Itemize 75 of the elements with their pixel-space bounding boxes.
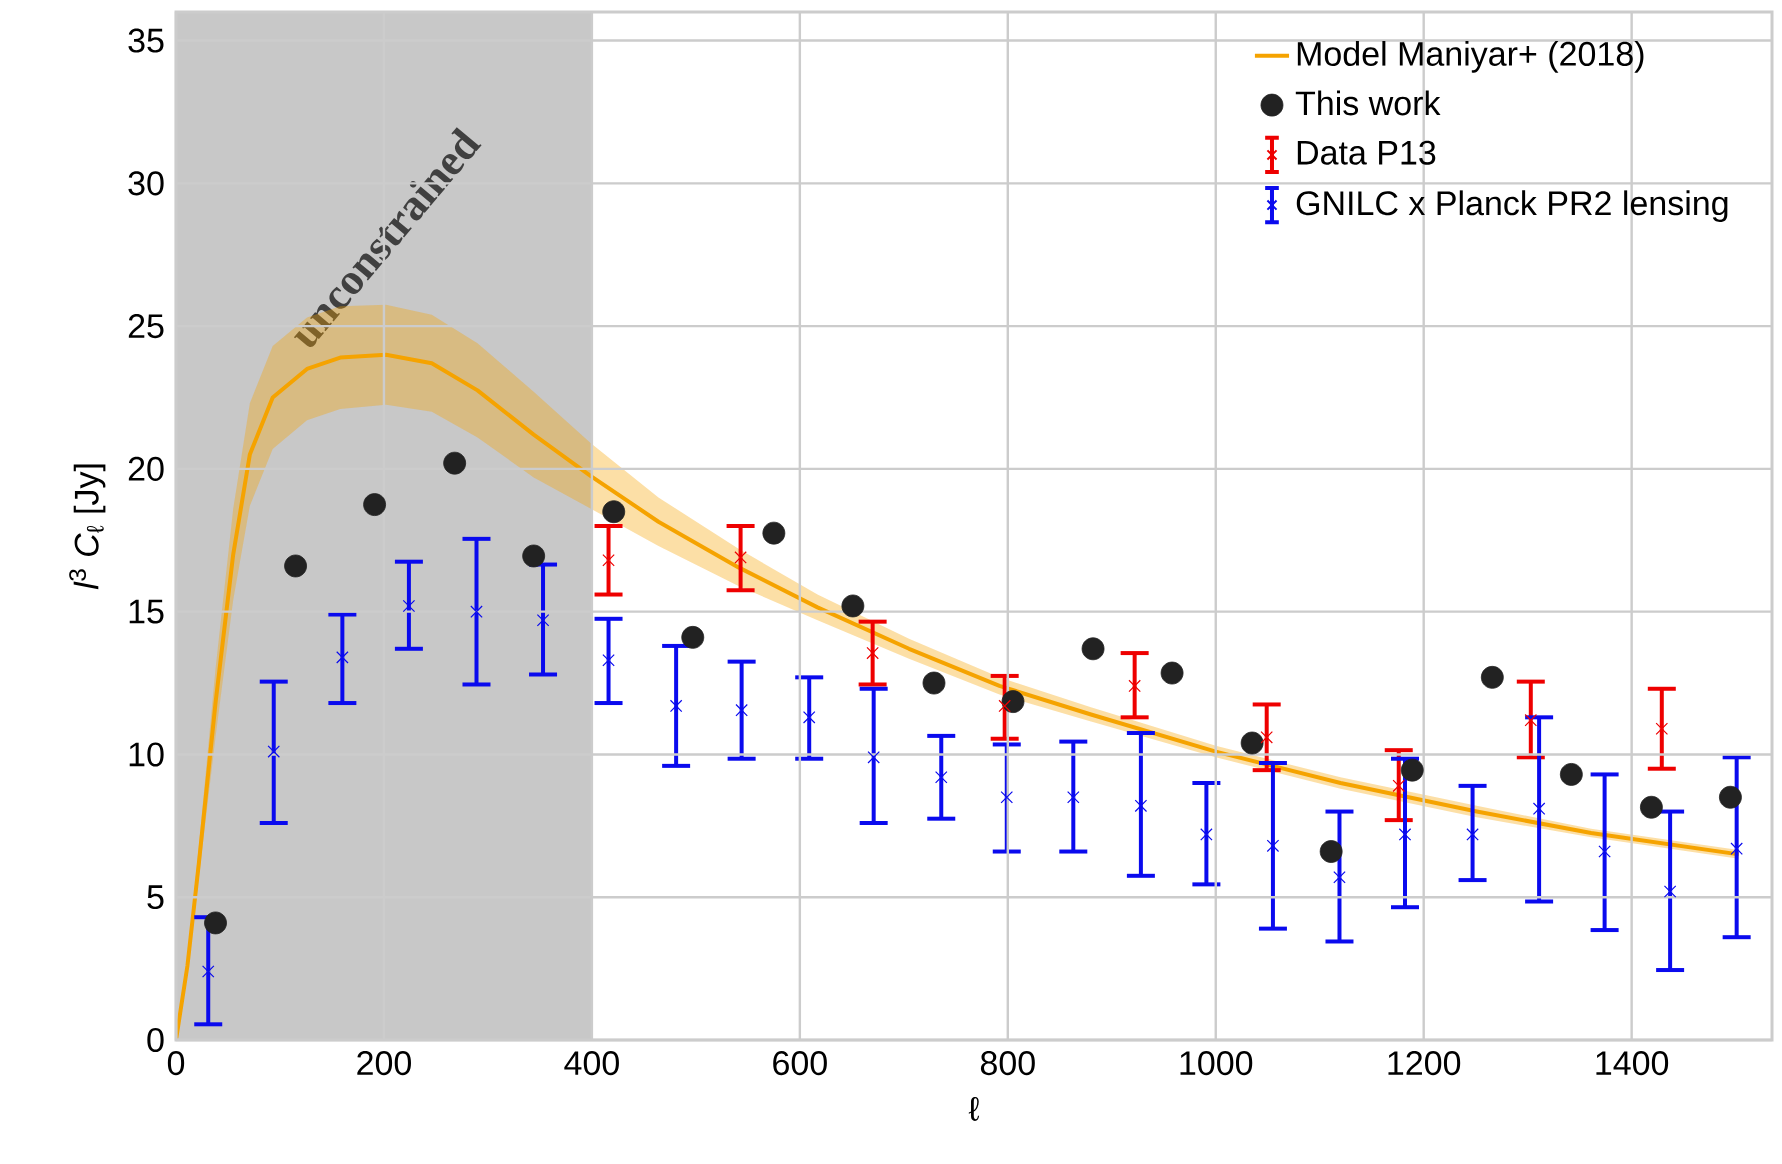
point [284,554,307,578]
x-tick-label: 800 [980,1051,1035,1076]
point [802,711,816,724]
point [1333,870,1346,884]
point [1392,779,1405,793]
y-tick-label: 25 [128,314,164,339]
y-tick-label: 35 [128,28,164,53]
point [998,699,1011,713]
point [267,745,280,758]
point [669,699,683,713]
point [1524,713,1538,727]
point [1240,731,1264,755]
point [363,493,386,516]
point [734,551,747,564]
y-axis-title: l$^{3}$ C$_{ℓ}$ [Jy] [69,464,106,590]
point [522,544,546,568]
y-tick-label: 30 [128,171,164,196]
y-tick-label: 0 [147,1027,164,1053]
point [1160,661,1184,685]
point [1655,722,1669,735]
y-tick-label: 15 [129,599,164,624]
legend-label: Model Maniyar+ (2018) [1297,40,1644,73]
point [1532,802,1546,815]
x-tick-label: 0 [167,1051,185,1076]
point [1134,799,1148,813]
y-tick-label: 20 [128,456,164,481]
point [1400,758,1424,782]
point [536,613,550,627]
point [1067,791,1080,804]
x-tick-label: 600 [773,1051,827,1076]
legend-label: GNILC x Planck PR2 lensing [1296,190,1728,223]
point [1480,665,1504,689]
x-tick-label: 200 [357,1051,411,1076]
x-tick-label: 1200 [1388,1051,1461,1076]
point [1559,763,1583,786]
point [204,911,227,935]
point [602,554,615,567]
point [1200,828,1213,841]
legend-label: This work [1295,90,1441,116]
point [762,521,786,545]
point [1663,885,1677,898]
point [336,651,349,664]
point [1128,679,1141,693]
point [602,653,615,667]
point [1640,795,1663,819]
point [935,771,948,784]
point [470,605,483,618]
point [681,625,705,649]
y-tick-label: 5 [147,885,164,910]
x-axis-title: ℓ [968,1096,980,1121]
point [1001,690,1025,714]
point [1719,785,1742,809]
point [735,703,748,717]
point [1260,731,1273,744]
point [841,594,865,618]
point [602,500,626,524]
point [402,599,416,613]
point [1319,840,1343,863]
point [443,451,467,475]
point [922,671,946,695]
point [1398,828,1412,841]
point [867,751,880,764]
x-tick-label: 400 [564,1051,619,1076]
x-tick-label: 1400 [1596,1051,1669,1076]
point [1081,637,1105,661]
point [201,965,215,978]
y-tick-label: 10 [129,742,164,767]
point [1266,839,1280,853]
legend-label: Data P13 [1297,140,1436,165]
point [1466,828,1479,841]
point [1598,845,1611,858]
point [1730,842,1743,855]
x-tick-label: 1000 [1180,1051,1253,1076]
point [1000,791,1014,804]
point [866,646,879,660]
